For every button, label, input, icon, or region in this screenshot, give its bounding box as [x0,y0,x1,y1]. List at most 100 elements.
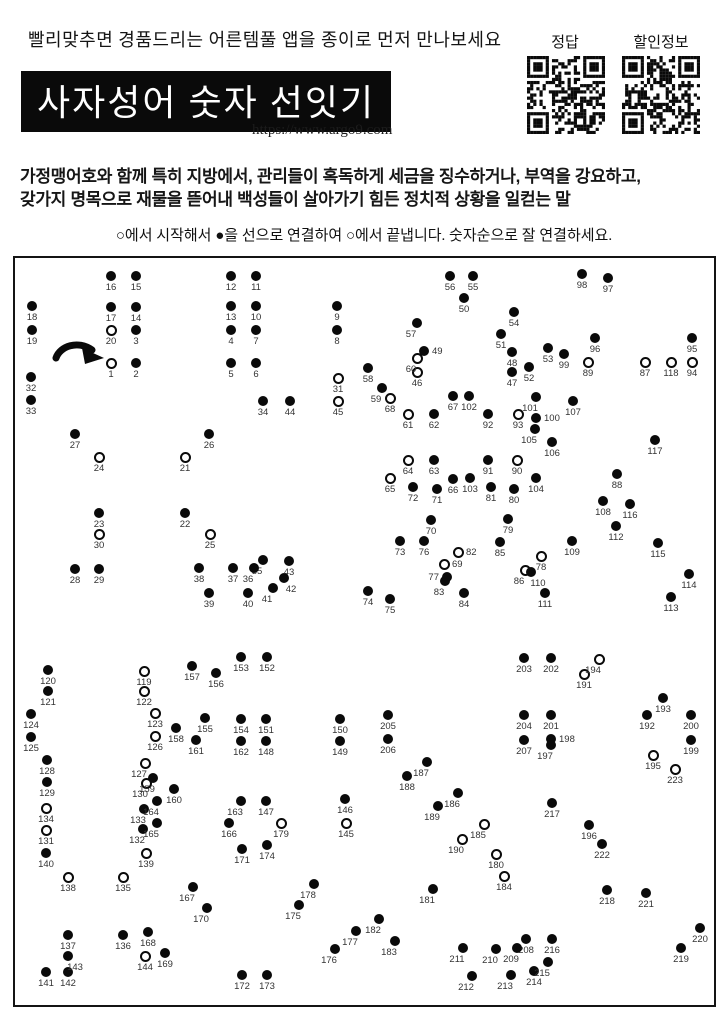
puzzle-dot-135 [117,871,129,883]
puzzle-dot-94 [686,356,698,368]
puzzle-dot-67 [448,391,458,401]
dot-label-92: 92 [482,420,494,431]
qr-answer-label: 정답 [551,35,579,51]
puzzle-dot-8 [332,325,342,335]
dot-label-37: 37 [227,574,239,585]
puzzle-dot-222 [597,839,607,849]
puzzle-dot-49 [419,346,429,356]
dot-label-101: 101 [522,403,538,414]
puzzle-dot-143 [63,951,73,961]
dot-label-52: 52 [523,373,535,384]
puzzle-dot-161 [191,735,201,745]
dot-label-46: 46 [411,378,423,389]
dot-label-196: 196 [581,831,597,842]
dot-label-183: 183 [381,947,397,958]
puzzle-dot-91 [483,455,493,465]
dot-label-98: 98 [576,280,588,291]
dot-label-117: 117 [647,446,663,457]
puzzle-dot-175 [294,900,304,910]
dot-label-69: 69 [452,559,463,570]
puzzle-dot-108 [598,496,608,506]
qr-answer-icon [527,56,605,134]
puzzle-dot-179 [275,817,287,829]
puzzle-description: 가정맹어호와 함께 특히 지방에서, 관리들이 혹독하게 세금을 징수하거나, … [20,165,720,211]
dot-label-2: 2 [133,369,139,380]
dot-label-212: 212 [458,982,474,993]
puzzle-dot-159 [148,773,158,783]
dot-label-116: 116 [622,510,638,521]
dot-label-130: 130 [132,789,148,800]
dot-label-191: 191 [576,680,592,691]
dot-label-166: 166 [221,829,237,840]
puzzle-dot-180 [490,848,502,860]
puzzle-dot-187 [422,757,432,767]
instructions: ○에서 시작해서 ●을 선으로 연결하여 ○에서 끝냅니다. 숫자순으로 잘 연… [115,228,613,244]
puzzle-dot-218 [602,885,612,895]
puzzle-dot-68 [384,392,396,404]
dot-label-192: 192 [639,721,655,732]
puzzle-dot-215 [543,957,553,967]
dot-label-44: 44 [284,407,296,418]
puzzle-dot-82 [452,546,464,558]
puzzle-dot-47 [507,367,517,377]
puzzle-dot-18 [27,301,37,311]
puzzle-dot-105 [530,424,540,434]
dot-label-153: 153 [233,663,249,674]
puzzle-dot-196 [584,820,594,830]
dot-label-207: 207 [516,746,532,757]
dot-label-145: 145 [338,829,354,840]
puzzle-dot-193 [658,693,668,703]
puzzle-dot-127 [139,757,151,769]
puzzle-dot-113 [666,592,676,602]
puzzle-dot-56 [445,271,455,281]
dot-label-96: 96 [589,344,601,355]
dot-label-141: 141 [38,978,54,989]
dot-label-165: 165 [143,829,159,840]
dot-label-43: 43 [283,567,295,578]
dot-label-90: 90 [511,466,523,477]
dot-label-181: 181 [419,895,435,906]
puzzle-dot-210 [491,944,501,954]
dot-label-180: 180 [488,860,504,871]
dot-label-17: 17 [105,313,117,324]
dot-label-178: 178 [300,890,316,901]
dot-label-202: 202 [543,664,559,675]
dot-label-158: 158 [168,734,184,745]
dot-label-108: 108 [595,507,611,518]
dot-label-102: 102 [461,402,477,413]
dot-label-114: 114 [681,580,697,591]
dot-label-91: 91 [482,466,494,477]
puzzle-dot-186 [453,788,463,798]
dot-label-213: 213 [497,981,513,992]
puzzle-dot-53 [543,343,553,353]
dot-label-87: 87 [639,368,651,379]
dot-label-190: 190 [448,845,464,856]
puzzle-dot-167 [188,882,198,892]
puzzle-dot-103 [465,473,475,483]
puzzle-dot-85 [495,537,505,547]
puzzle-dot-189 [433,801,443,811]
dot-label-173: 173 [259,981,275,992]
dot-label-104: 104 [528,484,544,495]
puzzle-dot-110 [526,567,536,577]
puzzle-dot-30 [93,528,105,540]
dot-label-112: 112 [608,532,624,543]
dot-label-48: 48 [506,358,518,369]
dot-label-186: 186 [444,799,460,810]
puzzle-dot-120 [43,665,53,675]
puzzle-dot-73 [395,536,405,546]
puzzle-dot-87 [639,356,651,368]
puzzle-dot-48 [507,347,517,357]
dot-label-126: 126 [147,742,163,753]
dot-label-113: 113 [663,603,679,614]
dot-label-135: 135 [115,883,131,894]
dot-label-129: 129 [39,788,55,799]
dot-label-200: 200 [683,721,699,732]
puzzle-dot-155 [200,713,210,723]
dot-label-3: 3 [133,336,139,347]
puzzle-dot-20 [105,324,117,336]
dot-label-171: 171 [234,855,250,866]
puzzle-dot-54 [509,307,519,317]
puzzle-dot-3 [131,325,141,335]
dot-label-39: 39 [203,599,215,610]
